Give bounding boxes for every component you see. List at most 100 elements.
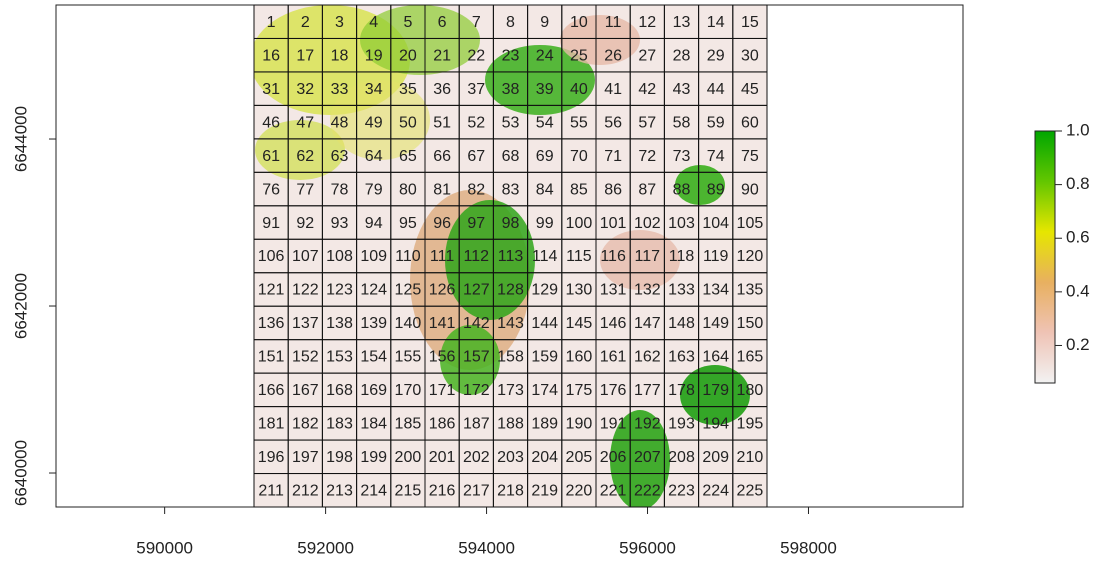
legend-tick-label: 0.4 — [1066, 281, 1090, 300]
cell-label: 204 — [531, 449, 558, 466]
cell-label: 81 — [433, 181, 451, 198]
cell-label: 17 — [296, 47, 314, 64]
cell-label: 214 — [360, 482, 387, 499]
cell-label: 32 — [296, 81, 314, 98]
cell-label: 132 — [634, 282, 661, 299]
cell-label: 122 — [292, 282, 319, 299]
colorbar — [1035, 131, 1055, 383]
cell-label: 112 — [464, 248, 490, 265]
cell-label: 181 — [258, 416, 285, 433]
cell-label: 154 — [360, 349, 387, 366]
legend-tick-label: 0.2 — [1066, 335, 1090, 354]
cell-label: 180 — [737, 382, 764, 399]
cell-label: 140 — [395, 315, 422, 332]
cell-label: 62 — [296, 148, 314, 165]
cell-label: 33 — [331, 81, 349, 98]
cell-label: 211 — [258, 482, 284, 499]
cell-label: 221 — [600, 482, 627, 499]
cell-label: 199 — [360, 449, 387, 466]
cell-label: 196 — [258, 449, 285, 466]
x-tick-label: 598000 — [780, 538, 837, 557]
cell-label: 115 — [566, 248, 592, 265]
cell-label: 87 — [638, 181, 656, 198]
cell-label: 151 — [258, 349, 285, 366]
cell-label: 118 — [669, 248, 695, 265]
cell-label: 191 — [600, 416, 627, 433]
cell-label: 188 — [497, 416, 524, 433]
cell-label: 165 — [737, 349, 764, 366]
cell-label: 84 — [536, 181, 554, 198]
cell-label: 18 — [331, 47, 349, 64]
cell-label: 24 — [536, 47, 554, 64]
cell-label: 74 — [707, 148, 725, 165]
cell-label: 162 — [634, 349, 661, 366]
cell-label: 42 — [638, 81, 656, 98]
cell-label: 58 — [673, 114, 691, 131]
cell-label: 5 — [403, 14, 412, 31]
cell-label: 51 — [433, 114, 451, 131]
cell-label: 54 — [536, 114, 554, 131]
cell-label: 159 — [531, 349, 558, 366]
cell-label: 192 — [634, 416, 661, 433]
cell-label: 126 — [429, 282, 456, 299]
cell-label: 203 — [497, 449, 524, 466]
cell-label: 100 — [566, 215, 593, 232]
cell-label: 168 — [326, 382, 353, 399]
cell-label: 119 — [703, 248, 729, 265]
cell-label: 99 — [536, 215, 554, 232]
cell-label: 215 — [395, 482, 422, 499]
cell-label: 15 — [741, 14, 759, 31]
cell-label: 176 — [600, 382, 627, 399]
cell-label: 200 — [395, 449, 422, 466]
x-tick-label: 596000 — [619, 538, 676, 557]
cell-label: 216 — [429, 482, 456, 499]
cell-label: 20 — [399, 47, 417, 64]
cell-label: 52 — [467, 114, 485, 131]
cell-label: 155 — [395, 349, 422, 366]
cell-label: 12 — [638, 14, 656, 31]
cell-label: 49 — [365, 114, 383, 131]
cell-label: 117 — [635, 248, 661, 265]
cell-label: 138 — [326, 315, 353, 332]
cell-label: 94 — [365, 215, 383, 232]
cell-label: 34 — [365, 81, 383, 98]
cell-label: 220 — [566, 482, 593, 499]
cell-label: 97 — [467, 215, 485, 232]
cell-label: 201 — [429, 449, 456, 466]
y-tick-label: 6642000 — [11, 273, 30, 339]
cell-label: 77 — [296, 181, 314, 198]
cell-label: 163 — [668, 349, 695, 366]
cell-label: 86 — [604, 181, 622, 198]
cell-label: 1 — [267, 14, 276, 31]
cell-label: 83 — [502, 181, 520, 198]
cell-label: 167 — [292, 382, 319, 399]
cell-label: 16 — [262, 47, 280, 64]
cell-label: 130 — [566, 282, 593, 299]
cell-label: 35 — [399, 81, 417, 98]
cell-label: 198 — [326, 449, 353, 466]
cell-label: 178 — [668, 382, 695, 399]
cell-label: 67 — [467, 148, 485, 165]
cell-label: 64 — [365, 148, 383, 165]
cell-label: 102 — [634, 215, 661, 232]
cell-label: 147 — [634, 315, 661, 332]
cell-label: 189 — [531, 416, 558, 433]
cell-label: 177 — [634, 382, 661, 399]
cell-label: 174 — [531, 382, 558, 399]
cell-label: 131 — [600, 282, 627, 299]
cell-label: 57 — [638, 114, 656, 131]
cell-label: 65 — [399, 148, 417, 165]
cell-label: 107 — [292, 248, 319, 265]
cell-label: 160 — [566, 349, 593, 366]
cell-label: 187 — [463, 416, 490, 433]
cell-label: 142 — [463, 315, 490, 332]
cell-label: 190 — [566, 416, 593, 433]
cell-label: 9 — [540, 14, 549, 31]
cell-label: 103 — [668, 215, 695, 232]
cell-label: 29 — [707, 47, 725, 64]
cell-label: 2 — [301, 14, 310, 31]
cell-label: 6 — [438, 14, 447, 31]
cell-label: 82 — [467, 181, 485, 198]
cell-label: 95 — [399, 215, 417, 232]
cell-label: 144 — [531, 315, 558, 332]
